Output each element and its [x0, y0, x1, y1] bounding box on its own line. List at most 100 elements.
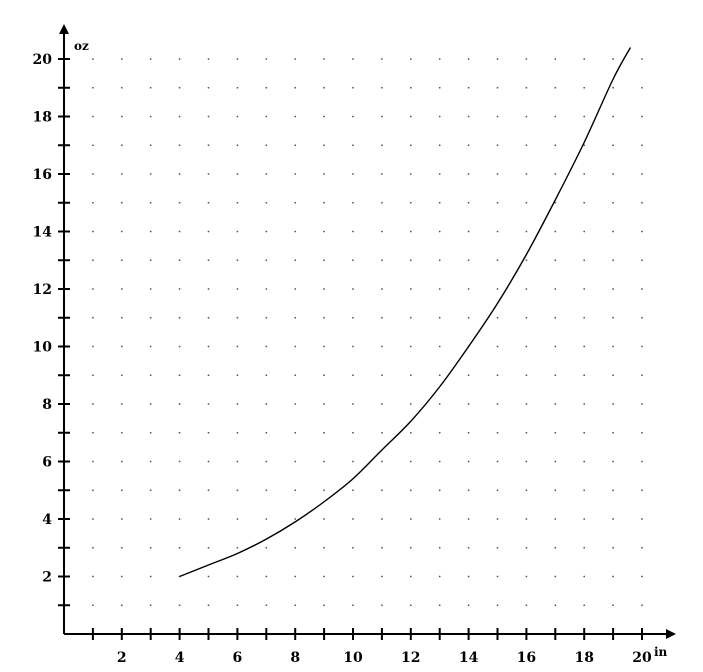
grid-dot: [525, 546, 528, 549]
grid-dot: [149, 345, 152, 348]
grid-dot: [149, 86, 152, 89]
grid-dot: [496, 201, 499, 204]
grid-dot: [120, 575, 123, 578]
grid-dot: [467, 431, 470, 434]
grid-dot: [409, 604, 412, 607]
grid-dot: [409, 259, 412, 262]
grid-dot: [525, 288, 528, 290]
grid-dot: [525, 316, 528, 319]
grid-dot: [496, 144, 499, 147]
grid-dot: [467, 173, 470, 175]
grid-dot: [149, 173, 152, 175]
grid-dot: [323, 518, 325, 520]
grid-dot: [92, 546, 94, 549]
grid-dot: [265, 345, 268, 348]
grid-dot: [641, 518, 643, 520]
grid-dot: [525, 201, 528, 204]
grid-dot: [178, 288, 181, 290]
grid-dot: [525, 115, 528, 118]
grid-dot: [467, 546, 470, 549]
grid-dot: [641, 259, 643, 262]
grid-dot: [120, 316, 123, 319]
grid-dot: [92, 230, 94, 233]
grid-dot: [149, 489, 152, 492]
grid-dot: [236, 115, 239, 118]
grid-dot: [92, 403, 94, 405]
grid-dot: [236, 58, 239, 60]
x-tick-label: 10: [343, 650, 363, 666]
grid-dot: [352, 58, 354, 60]
grid-dot: [496, 230, 499, 233]
grid-dot: [178, 86, 181, 89]
grid-dot: [265, 201, 268, 204]
grid-dot: [178, 115, 181, 118]
grid-dot: [438, 288, 441, 290]
grid-dot: [92, 173, 94, 175]
grid-dot: [641, 403, 643, 405]
grid-dot: [323, 173, 325, 175]
grid-dot: [554, 144, 557, 147]
grid-dot: [178, 316, 181, 319]
grid-dot: [467, 259, 470, 262]
grid-dot: [409, 460, 412, 463]
grid-dot: [120, 58, 123, 60]
grid-dot: [236, 144, 239, 147]
grid-dot: [352, 546, 354, 549]
grid-dot: [496, 58, 499, 60]
grid-dot: [265, 230, 268, 233]
grid-dot: [381, 230, 383, 233]
x-tick-label: 8: [290, 650, 300, 666]
grid-dot: [207, 345, 210, 348]
grid-dot: [525, 144, 528, 147]
grid-dot: [323, 345, 325, 348]
grid-dot: [92, 58, 94, 60]
y-tick-label: 4: [42, 512, 52, 528]
grid-dot: [554, 575, 557, 578]
grid-dot: [438, 575, 441, 578]
grid-dot: [149, 259, 152, 262]
grid-dot: [641, 604, 643, 607]
grid-dot: [554, 460, 557, 463]
grid-dot: [525, 86, 528, 89]
grid-dot: [409, 173, 412, 175]
x-tick-label: 2: [117, 650, 127, 666]
grid-dot: [92, 144, 94, 147]
grid-dot: [381, 316, 383, 319]
grid-dot: [92, 345, 94, 348]
grid-dot: [467, 201, 470, 204]
grid-dot: [583, 259, 586, 262]
grid-dot: [496, 374, 499, 377]
grid-dot: [178, 345, 181, 348]
x-tick-label: 6: [233, 650, 243, 666]
grid-dot: [323, 58, 325, 60]
grid-dot: [120, 604, 123, 607]
grid-dot: [294, 604, 297, 607]
y-tick-label: 16: [33, 167, 52, 183]
grid-dot: [467, 403, 470, 405]
grid-dot: [612, 403, 614, 405]
grid-dot: [294, 518, 297, 520]
grid-dot: [323, 374, 325, 377]
grid-dot: [120, 518, 123, 520]
grid-dot: [467, 230, 470, 233]
grid-dot: [178, 546, 181, 549]
x-tick-label: 16: [517, 650, 536, 666]
grid-dot: [467, 288, 470, 290]
grid-dot: [92, 431, 94, 434]
grid-dot: [294, 345, 297, 348]
grid-dot: [120, 201, 123, 204]
grid-dot: [265, 546, 268, 549]
grid-dot: [120, 489, 123, 492]
grid-dot: [352, 489, 354, 492]
grid-dot: [178, 259, 181, 262]
grid-dot: [381, 431, 383, 434]
grid-dot: [409, 230, 412, 233]
grid-dot: [641, 144, 643, 147]
grid-dot: [612, 288, 614, 290]
grid-dot: [236, 431, 239, 434]
grid-dot: [120, 460, 123, 463]
grid-dot: [496, 604, 499, 607]
grid-dot: [554, 259, 557, 262]
grid-dot: [352, 374, 354, 377]
grid-dot: [525, 518, 528, 520]
